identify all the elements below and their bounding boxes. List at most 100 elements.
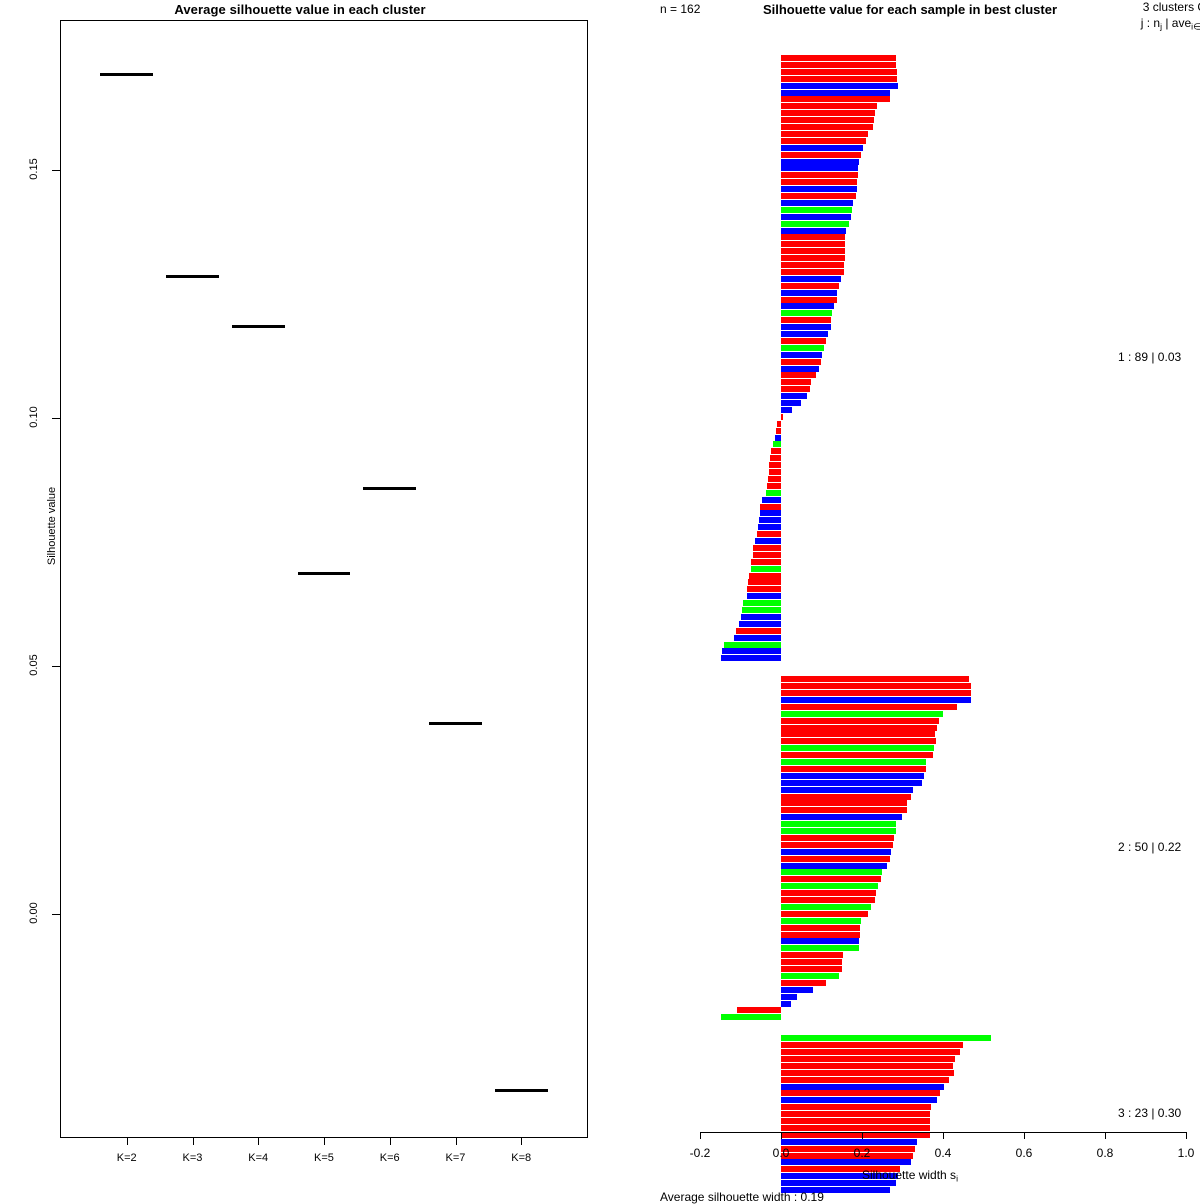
silhouette-bar — [781, 337, 827, 344]
silhouette-bar — [776, 427, 781, 434]
silhouette-bar — [781, 703, 957, 710]
silhouette-bar — [781, 158, 859, 165]
silhouette-bar — [781, 710, 943, 717]
silhouette-bar — [781, 275, 841, 282]
right-x-tick — [700, 1132, 701, 1139]
silhouette-bar — [781, 110, 875, 117]
left-x-tick-label: K=7 — [445, 1152, 466, 1164]
silhouette-bar — [781, 897, 875, 903]
silhouette-bar — [781, 331, 829, 337]
silhouette-bar — [781, 752, 933, 759]
silhouette-bar — [781, 268, 844, 275]
cluster-legend-line-2: j : nj | avei∈Cj si — [1141, 16, 1200, 32]
silhouette-bar — [781, 683, 971, 690]
cluster-legend-line-2-b: | ave — [1162, 16, 1192, 30]
silhouette-bar — [753, 544, 781, 551]
silhouette-bar — [781, 1097, 937, 1104]
left-plot-panel: Average silhouette value in each cluster… — [0, 0, 600, 1200]
silhouette-bar — [781, 351, 823, 358]
silhouette-bar — [781, 959, 842, 966]
silhouette-bar — [781, 1104, 931, 1111]
silhouette-bar — [781, 1180, 897, 1187]
silhouette-bar — [781, 821, 897, 828]
average-silhouette-segment — [297, 571, 351, 575]
cluster-summary-label: 1 : 89 | 0.03 — [1118, 350, 1182, 365]
right-x-tick — [1186, 1132, 1187, 1139]
left-y-tick — [52, 417, 60, 419]
left-x-tick — [324, 1138, 325, 1145]
silhouette-bar — [751, 558, 781, 565]
silhouette-bar — [738, 620, 781, 627]
silhouette-bar — [781, 1124, 931, 1131]
silhouette-bar — [781, 1159, 912, 1166]
left-x-tick — [521, 1138, 523, 1145]
silhouette-bar — [781, 717, 939, 724]
silhouette-bar — [781, 765, 926, 772]
silhouette-bar — [781, 358, 821, 365]
left-x-tick-label: K=6 — [379, 1152, 400, 1164]
silhouette-bar — [781, 1000, 792, 1007]
left-y-tick — [52, 169, 60, 171]
silhouette-bar — [781, 814, 902, 821]
silhouette-bar — [781, 103, 877, 110]
silhouette-bar — [781, 262, 845, 268]
silhouette-bar — [746, 593, 781, 600]
silhouette-bar — [781, 1035, 991, 1042]
cluster-legend-line-1: 3 clusters Cj — [1143, 0, 1200, 15]
silhouette-bar — [781, 869, 883, 876]
silhouette-bar — [781, 82, 898, 89]
silhouette-bar — [781, 890, 877, 897]
right-x-tick — [943, 1132, 944, 1139]
silhouette-bar — [768, 469, 781, 475]
silhouette-bar — [781, 1118, 931, 1124]
silhouette-bar — [781, 289, 838, 296]
silhouette-bar — [781, 234, 845, 241]
silhouette-bar — [781, 1062, 954, 1069]
right-plot-x-axis-label-subscript: i — [956, 1173, 958, 1184]
left-plot-title: Average silhouette value in each cluster — [174, 2, 426, 17]
silhouette-bar — [781, 724, 937, 731]
cluster-summary-label: 3 : 23 | 0.30 — [1118, 1106, 1182, 1121]
silhouette-bar — [781, 986, 813, 993]
silhouette-bar — [781, 772, 924, 779]
silhouette-bar — [781, 193, 856, 199]
silhouette-bar — [781, 676, 970, 683]
left-y-tick-label: 0.10 — [28, 406, 40, 428]
silhouette-bar — [781, 1083, 945, 1090]
silhouette-bar — [781, 255, 845, 262]
cluster-legend-line-1-text: 3 clusters C — [1142, 0, 1200, 14]
silhouette-bar — [747, 579, 781, 586]
silhouette-bar — [781, 883, 879, 890]
right-x-tick — [1024, 1132, 1025, 1139]
silhouette-bar — [781, 917, 861, 924]
silhouette-bar — [781, 924, 861, 931]
silhouette-bar — [781, 317, 832, 324]
silhouette-bar — [781, 186, 858, 193]
silhouette-bar — [781, 393, 807, 400]
silhouette-bar — [781, 972, 839, 979]
silhouette-bar — [781, 241, 845, 248]
silhouette-bar — [781, 952, 843, 959]
silhouette-bar — [724, 641, 781, 648]
left-y-tick-label: 0.00 — [28, 902, 40, 924]
silhouette-bar — [781, 213, 851, 220]
silhouette-bar — [761, 496, 781, 503]
silhouette-bar — [781, 793, 912, 800]
silhouette-bar — [781, 324, 831, 331]
cluster-legend-line-2-a-subscript: j — [1160, 21, 1163, 32]
silhouette-bar — [781, 282, 839, 289]
silhouette-bar — [781, 1138, 918, 1145]
cluster-legend-line-2-a: j : n — [1140, 16, 1161, 30]
silhouette-bar — [742, 600, 781, 607]
left-y-tick-label: 0.05 — [28, 654, 40, 676]
average-silhouette-segment — [363, 487, 417, 491]
silhouette-bar — [781, 372, 816, 379]
silhouette-bar — [781, 310, 833, 317]
silhouette-bar — [781, 1049, 961, 1055]
right-x-tick-label: 0.2 — [853, 1146, 871, 1160]
silhouette-bar — [781, 137, 866, 144]
silhouette-bar — [781, 834, 894, 841]
silhouette-bar — [781, 144, 863, 151]
silhouette-bar — [781, 61, 897, 68]
silhouette-bar — [781, 96, 890, 103]
